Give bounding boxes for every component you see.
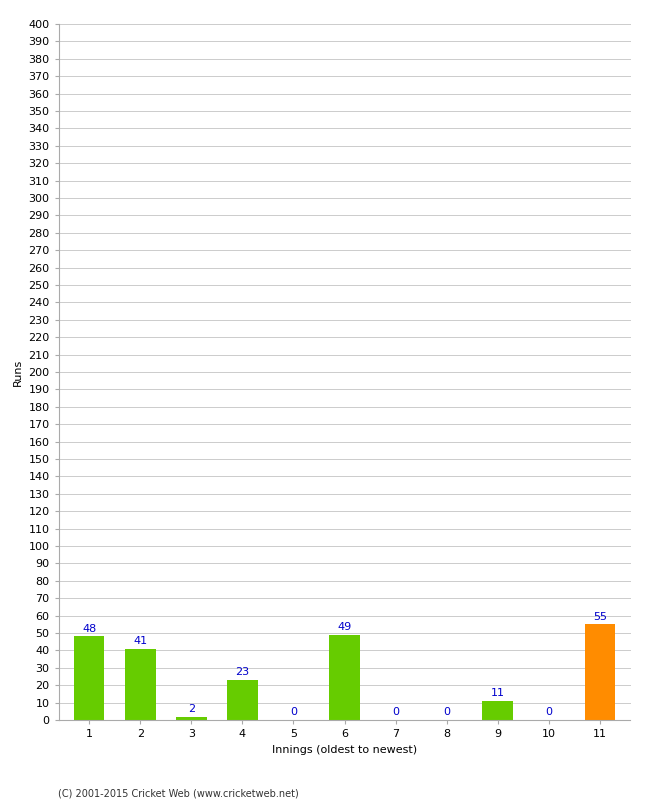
Y-axis label: Runs: Runs: [12, 358, 23, 386]
Text: 41: 41: [133, 636, 148, 646]
Text: 0: 0: [545, 707, 552, 718]
Text: 2: 2: [188, 704, 195, 714]
Text: 0: 0: [290, 707, 297, 718]
Text: 49: 49: [337, 622, 352, 632]
Bar: [329, 634, 360, 720]
Bar: [125, 649, 155, 720]
Bar: [227, 680, 257, 720]
Text: 11: 11: [491, 688, 504, 698]
Text: 0: 0: [443, 707, 450, 718]
Text: 23: 23: [235, 667, 250, 678]
Text: (C) 2001-2015 Cricket Web (www.cricketweb.net): (C) 2001-2015 Cricket Web (www.cricketwe…: [58, 788, 299, 798]
Text: 55: 55: [593, 612, 607, 622]
Bar: [584, 624, 615, 720]
Text: 48: 48: [82, 624, 96, 634]
X-axis label: Innings (oldest to newest): Innings (oldest to newest): [272, 745, 417, 754]
Bar: [74, 637, 105, 720]
Bar: [176, 717, 207, 720]
Text: 0: 0: [392, 707, 399, 718]
Bar: [482, 701, 513, 720]
